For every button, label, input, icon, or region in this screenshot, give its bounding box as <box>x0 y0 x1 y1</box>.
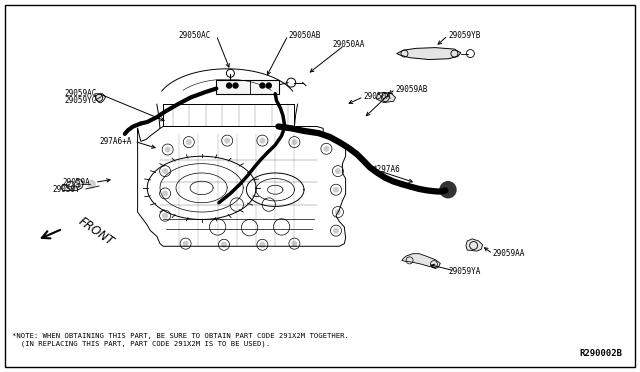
Circle shape <box>335 209 341 215</box>
Circle shape <box>333 228 339 234</box>
Text: 297A6+A: 297A6+A <box>99 137 132 146</box>
Text: *NOTE: WHEN OBTAINING THIS PART, BE SURE TO OBTAIN PART CODE 291X2M TOGETHER.: *NOTE: WHEN OBTAINING THIS PART, BE SURE… <box>12 333 348 339</box>
Text: FRONT: FRONT <box>76 215 116 248</box>
Text: 29050AC: 29050AC <box>179 31 211 40</box>
Polygon shape <box>397 48 461 60</box>
Text: 29050AB: 29050AB <box>288 31 321 40</box>
Text: 29050A: 29050A <box>364 92 391 101</box>
Circle shape <box>224 138 230 144</box>
Circle shape <box>88 180 95 188</box>
Text: 29059A: 29059A <box>63 178 90 187</box>
Polygon shape <box>376 92 396 103</box>
Circle shape <box>259 138 266 144</box>
Text: 29059AA: 29059AA <box>493 249 525 258</box>
Circle shape <box>260 83 265 88</box>
Circle shape <box>291 139 298 145</box>
Circle shape <box>335 168 341 174</box>
Text: 29059Y: 29059Y <box>52 185 80 194</box>
Circle shape <box>164 147 171 153</box>
Circle shape <box>291 241 298 247</box>
Bar <box>216 80 279 94</box>
Polygon shape <box>402 254 440 269</box>
Text: 29050AA: 29050AA <box>333 40 365 49</box>
Circle shape <box>186 139 192 145</box>
Circle shape <box>182 241 189 247</box>
Circle shape <box>233 83 238 88</box>
Text: 29059YB: 29059YB <box>448 31 481 40</box>
Polygon shape <box>61 179 83 190</box>
Text: 29059AB: 29059AB <box>396 85 428 94</box>
Circle shape <box>266 83 271 88</box>
Text: 29059YA: 29059YA <box>448 267 481 276</box>
Circle shape <box>333 187 339 193</box>
Circle shape <box>162 168 168 174</box>
Polygon shape <box>95 94 106 103</box>
Circle shape <box>162 213 168 219</box>
Text: (IN REPLACING THIS PART, PART CODE 291X2M IS TO BE USED).: (IN REPLACING THIS PART, PART CODE 291X2… <box>12 341 269 347</box>
Circle shape <box>259 242 266 248</box>
Circle shape <box>440 182 456 198</box>
Circle shape <box>227 83 232 88</box>
Text: R290002B: R290002B <box>579 349 622 358</box>
Text: *297A6: *297A6 <box>372 165 400 174</box>
Circle shape <box>221 242 227 248</box>
Polygon shape <box>466 239 483 251</box>
Circle shape <box>323 146 330 152</box>
Circle shape <box>162 190 168 196</box>
Text: 29059AC: 29059AC <box>64 89 97 97</box>
Text: 29059YC: 29059YC <box>64 96 97 105</box>
